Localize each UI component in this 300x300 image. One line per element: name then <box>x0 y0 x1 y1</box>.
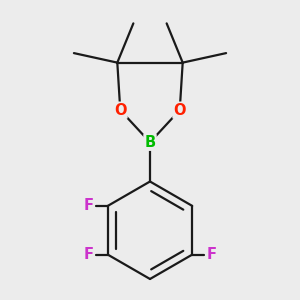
Text: F: F <box>84 198 94 213</box>
Text: O: O <box>173 103 186 118</box>
Text: F: F <box>206 247 216 262</box>
Text: O: O <box>114 103 127 118</box>
Text: B: B <box>144 135 156 150</box>
Text: F: F <box>84 247 94 262</box>
